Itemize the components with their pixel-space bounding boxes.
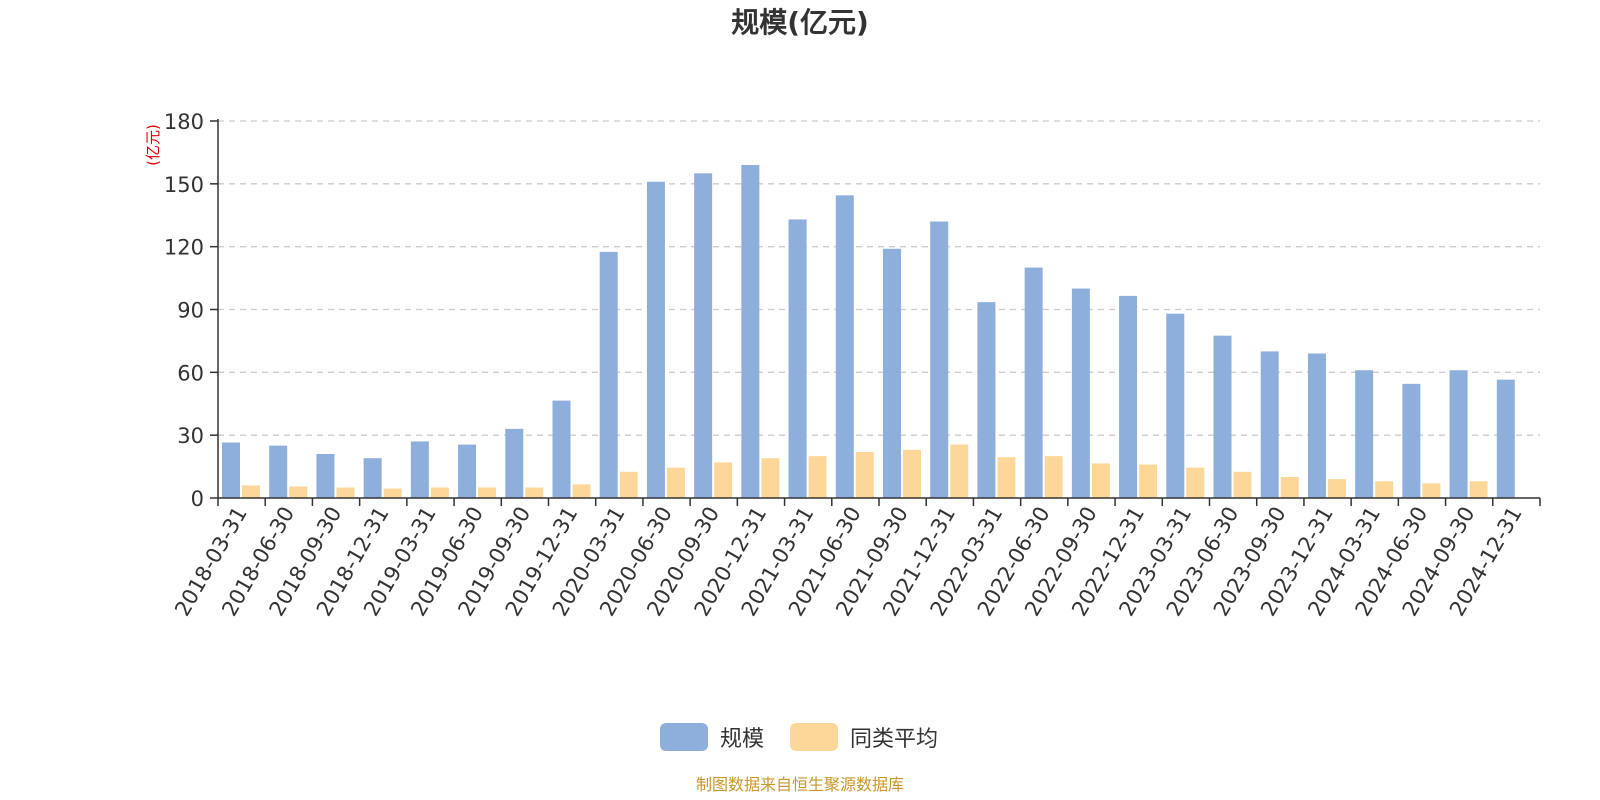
y-tick-label: 90 bbox=[177, 299, 204, 323]
bar-scale bbox=[1071, 288, 1090, 498]
bar-category-average bbox=[950, 444, 969, 498]
bar-scale bbox=[788, 219, 807, 498]
bar-category-average bbox=[619, 471, 638, 498]
bar-scale bbox=[883, 248, 901, 498]
chart-title: 规模(亿元) bbox=[731, 6, 869, 39]
bar-category-average bbox=[430, 487, 449, 498]
y-tick-label: 120 bbox=[164, 236, 204, 260]
bar-category-average bbox=[808, 456, 827, 498]
bar-scale bbox=[1166, 313, 1185, 498]
legend-swatch bbox=[660, 723, 708, 751]
legend-label: 同类平均 bbox=[850, 727, 938, 752]
bar-scale bbox=[316, 454, 335, 498]
bar-scale bbox=[930, 221, 949, 499]
legend-label: 规模 bbox=[720, 727, 764, 752]
bar-category-average bbox=[1186, 467, 1205, 498]
bar-scale bbox=[552, 400, 571, 498]
bar-category-average bbox=[478, 487, 497, 498]
bars bbox=[222, 164, 1515, 499]
bar-scale bbox=[1496, 379, 1515, 498]
legend: 规模 同类平均 bbox=[660, 723, 938, 752]
y-tick-label: 180 bbox=[164, 110, 204, 134]
bar-category-average bbox=[1139, 464, 1158, 498]
legend-swatch bbox=[790, 723, 838, 751]
bar-scale bbox=[835, 195, 854, 498]
bar-scale bbox=[410, 441, 429, 498]
y-tick-label: 60 bbox=[177, 361, 204, 385]
y-tick-label: 30 bbox=[177, 424, 204, 448]
grid-lines bbox=[218, 120, 1540, 436]
bar-scale bbox=[694, 173, 713, 498]
bar-category-average bbox=[1469, 481, 1488, 498]
bar-scale bbox=[222, 442, 240, 498]
bar-scale bbox=[505, 428, 524, 498]
bar-category-average bbox=[1327, 479, 1346, 498]
bar-category-average bbox=[666, 467, 685, 498]
bar-scale bbox=[269, 445, 288, 498]
bar-scale bbox=[1355, 370, 1374, 498]
source-note: 制图数据来自恒生聚源数据库 bbox=[696, 775, 904, 794]
bar-scale bbox=[1307, 353, 1326, 498]
bar-category-average bbox=[1044, 456, 1063, 498]
bar-scale bbox=[977, 302, 996, 498]
bar-category-average bbox=[336, 487, 355, 498]
bar-scale bbox=[1402, 383, 1421, 498]
bar-category-average bbox=[242, 485, 260, 498]
bar-scale bbox=[1449, 370, 1468, 498]
bar-category-average bbox=[1091, 463, 1110, 498]
y-axis-label: (亿元) bbox=[144, 124, 162, 166]
bar-scale bbox=[1260, 351, 1279, 498]
bar-category-average bbox=[997, 457, 1016, 498]
y-tick-label: 150 bbox=[164, 173, 204, 197]
bar-category-average bbox=[855, 451, 874, 498]
bar-category-average bbox=[903, 449, 921, 498]
bar-scale bbox=[363, 458, 382, 498]
bar-scale bbox=[646, 181, 665, 498]
bar-category-average bbox=[525, 487, 544, 498]
bar-scale bbox=[1213, 335, 1232, 498]
bar-scale bbox=[741, 164, 760, 498]
bar-category-average bbox=[1422, 483, 1441, 498]
bar-scale bbox=[458, 444, 477, 498]
bar-category-average bbox=[761, 458, 780, 498]
bar-category-average bbox=[289, 486, 308, 498]
bar-category-average bbox=[1280, 477, 1299, 498]
bar-category-average bbox=[714, 462, 733, 498]
bar-scale bbox=[599, 251, 618, 498]
bar-category-average bbox=[1233, 471, 1252, 498]
bar-scale bbox=[1119, 295, 1138, 498]
bar-category-average bbox=[383, 488, 402, 498]
bar-scale bbox=[1024, 267, 1043, 498]
y-tick-label: 0 bbox=[191, 487, 204, 511]
bar-category-average bbox=[1375, 481, 1394, 498]
bar-category-average bbox=[572, 484, 591, 498]
